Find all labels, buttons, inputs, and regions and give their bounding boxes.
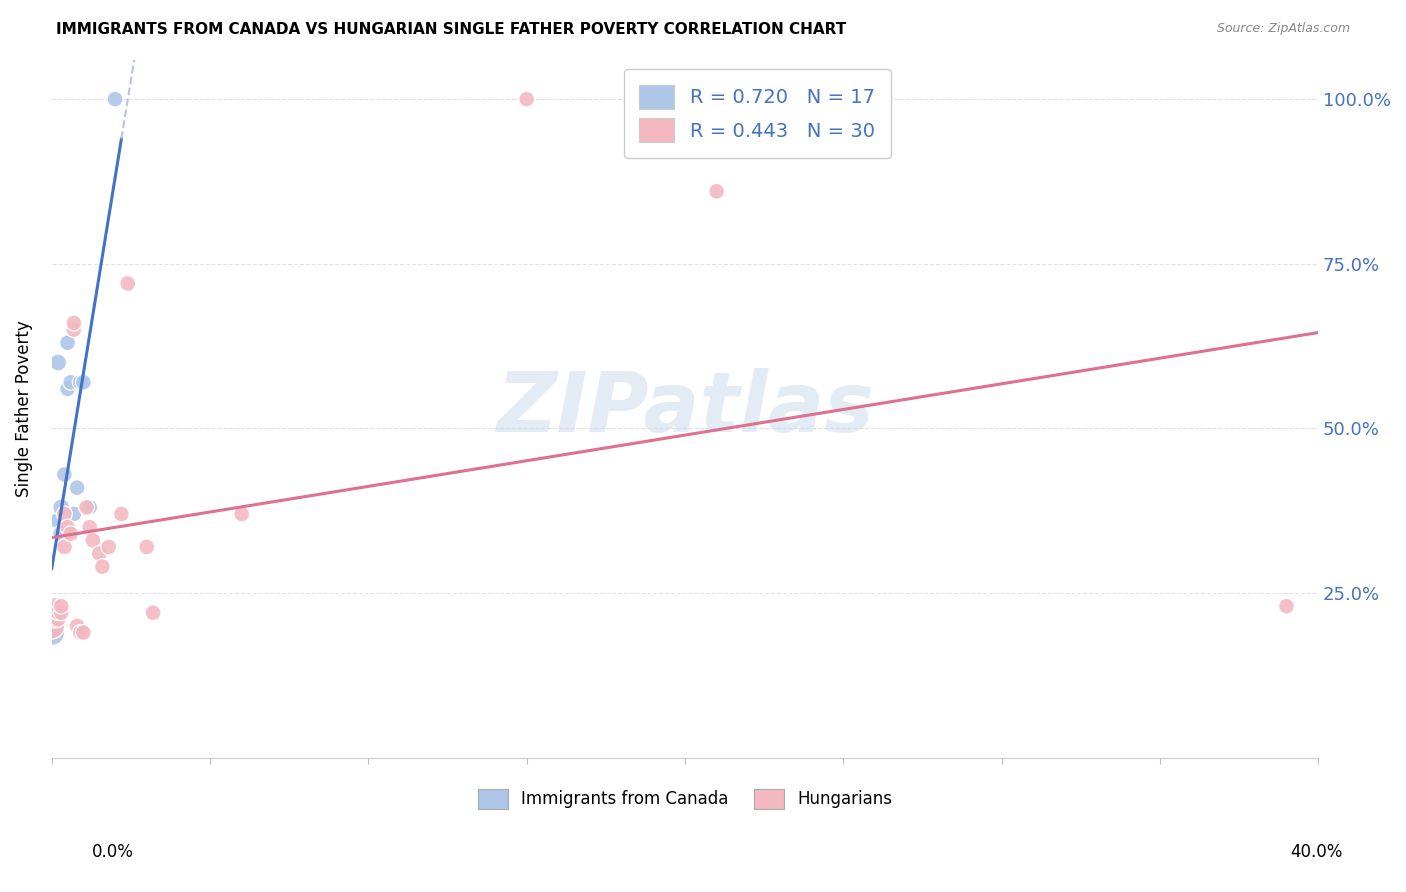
Point xyxy=(51,606,73,620)
Text: 40.0%: 40.0% xyxy=(1291,843,1343,861)
Point xyxy=(41,619,63,633)
Point xyxy=(46,355,69,369)
Point xyxy=(110,507,132,521)
Point xyxy=(63,323,86,337)
Point xyxy=(79,500,101,515)
Point xyxy=(44,599,66,614)
Point xyxy=(53,540,76,554)
Point xyxy=(51,599,73,614)
Point xyxy=(46,612,69,626)
Point xyxy=(53,467,76,482)
Point xyxy=(97,540,120,554)
Point xyxy=(59,526,82,541)
Point xyxy=(56,382,79,396)
Point xyxy=(706,184,728,198)
Legend: Immigrants from Canada, Hungarians: Immigrants from Canada, Hungarians xyxy=(471,782,898,815)
Point xyxy=(142,606,165,620)
Point xyxy=(82,533,104,548)
Point xyxy=(76,500,98,515)
Point xyxy=(516,92,538,106)
Point xyxy=(51,500,73,515)
Y-axis label: Single Father Poverty: Single Father Poverty xyxy=(15,320,32,497)
Point xyxy=(89,547,111,561)
Point xyxy=(51,526,73,541)
Point xyxy=(79,520,101,534)
Point xyxy=(104,92,127,106)
Point xyxy=(135,540,157,554)
Point xyxy=(231,507,253,521)
Point xyxy=(63,507,86,521)
Point xyxy=(41,625,63,640)
Point xyxy=(63,316,86,330)
Point xyxy=(46,606,69,620)
Point xyxy=(1275,599,1298,614)
Point xyxy=(44,606,66,620)
Point xyxy=(44,612,66,626)
Point xyxy=(69,625,91,640)
Text: ZIPatlas: ZIPatlas xyxy=(496,368,875,449)
Text: IMMIGRANTS FROM CANADA VS HUNGARIAN SINGLE FATHER POVERTY CORRELATION CHART: IMMIGRANTS FROM CANADA VS HUNGARIAN SING… xyxy=(56,22,846,37)
Point xyxy=(59,376,82,390)
Point xyxy=(53,507,76,521)
Point xyxy=(46,514,69,528)
Point xyxy=(66,481,89,495)
Text: 0.0%: 0.0% xyxy=(91,843,134,861)
Point xyxy=(56,335,79,350)
Point xyxy=(72,625,94,640)
Text: Source: ZipAtlas.com: Source: ZipAtlas.com xyxy=(1216,22,1350,36)
Point xyxy=(72,376,94,390)
Point xyxy=(66,619,89,633)
Point xyxy=(56,520,79,534)
Point xyxy=(117,277,139,291)
Point xyxy=(91,559,114,574)
Point xyxy=(44,612,66,626)
Point xyxy=(69,376,91,390)
